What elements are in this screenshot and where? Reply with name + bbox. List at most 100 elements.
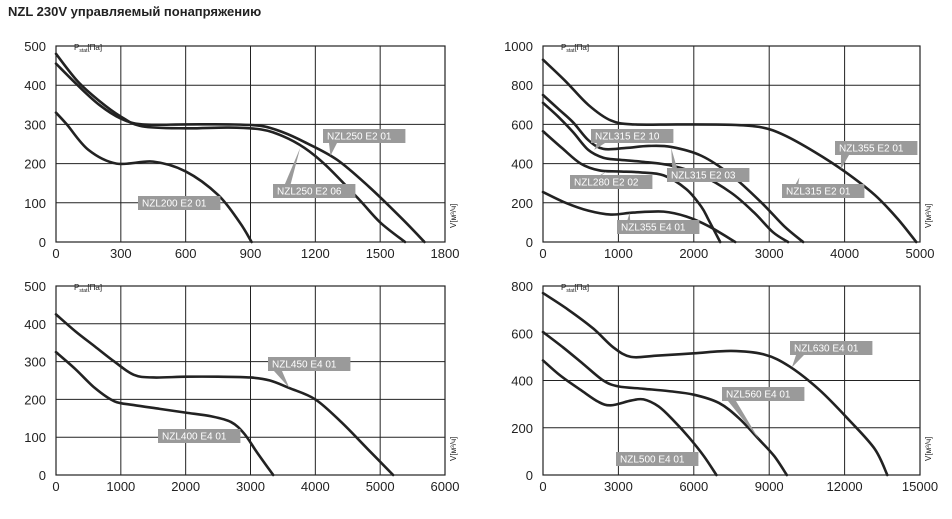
x-tick-label: 5000 [366, 479, 395, 494]
series-label: NZL450 E4 01 [268, 357, 351, 389]
label-box [268, 357, 351, 371]
y-tick-label: 400 [24, 317, 46, 332]
y-axis-label: Pstat[Па] [74, 283, 102, 294]
y-tick-label: 400 [24, 78, 46, 93]
series-label-text: NZL630 E4 01 [794, 344, 859, 355]
series-curve-nzl250-e2-01 [54, 62, 426, 244]
x-tick-label: 3000 [755, 246, 784, 261]
series-label-text: NZL400 E4 01 [162, 432, 227, 443]
x-tick-label: 2000 [679, 246, 708, 261]
y-tick-label: 500 [24, 279, 46, 294]
series-curve-nzl315-e2-10 [541, 101, 790, 244]
label-box [790, 341, 873, 355]
series-label-text: NZL560 E4 01 [726, 390, 791, 401]
series-label: NZL250 E2 01 [323, 129, 406, 156]
label-pointer [274, 371, 290, 389]
y-tick-label: 100 [24, 196, 46, 211]
x-tick-label: 1800 [431, 246, 460, 261]
series-label-text: NZL200 E2 01 [142, 199, 207, 210]
series-label: NZL355 E4 01 [617, 212, 700, 234]
x-axis-label: V[м³/ч] [449, 437, 458, 461]
x-tick-label: 0 [52, 479, 59, 494]
label-box [323, 129, 406, 143]
y-tick-label: 1000 [504, 39, 533, 54]
series-label-text: NZL315 E2 03 [671, 171, 736, 182]
y-tick-label: 200 [511, 196, 533, 211]
series-label: NZL560 E4 01 [722, 387, 805, 440]
series-curve-nzl355-e2-01 [541, 58, 918, 244]
series-label: NZL500 E4 01 [616, 452, 707, 466]
x-tick-label: 1000 [106, 479, 135, 494]
y-tick-label: 200 [24, 157, 46, 172]
series-curve-nzl250-e2-06 [54, 52, 407, 244]
series-curve-nzl315-e2-03 [541, 93, 805, 244]
series-label: NZL250 E2 06 [273, 147, 356, 198]
x-tick-label: 1000 [604, 246, 633, 261]
y-tick-label: 200 [511, 421, 533, 436]
y-tick-label: 0 [526, 468, 533, 483]
x-tick-label: 0 [52, 246, 59, 261]
x-tick-label: 900 [240, 246, 262, 261]
label-pointer [840, 155, 849, 170]
y-axis-label: Pstat[Па] [74, 43, 102, 54]
label-box [667, 168, 750, 182]
chart-2: 0 1000 2000 3000 4000 5000 0 200 400 600 800 1000 Ps… [504, 39, 934, 261]
label-box [138, 196, 221, 210]
page-title: NZL 230V управляемый понапряжению [8, 4, 262, 19]
plot-frame [542, 285, 921, 476]
series-label: NZL400 E4 01 [158, 429, 241, 443]
x-axis-label: V[м³/ч] [924, 204, 933, 228]
series-label: NZL355 E2 01 [835, 141, 918, 170]
series-label-text: NZL355 E4 01 [621, 223, 686, 234]
series-curve-nzl400-e4-01 [54, 350, 275, 477]
x-axis-label: V[м³/ч] [449, 204, 458, 228]
label-box [617, 220, 700, 234]
series-label-text: NZL250 E2 01 [327, 132, 392, 143]
series-curve-nzl355-e4-01 [541, 190, 737, 244]
series-label: NZL315 E2 03 [667, 147, 750, 182]
x-tick-label: 6000 [431, 479, 460, 494]
label-box [570, 175, 653, 189]
x-tick-label: 6000 [679, 479, 708, 494]
series-curve-nzl450-e4-01 [54, 313, 395, 477]
series-label-text: NZL280 E2 02 [574, 178, 639, 189]
x-tick-label: 9000 [755, 479, 784, 494]
y-tick-label: 0 [526, 235, 533, 250]
series-label-text: NZL315 E2 10 [595, 132, 660, 143]
label-box [722, 387, 805, 401]
y-tick-label: 0 [39, 468, 46, 483]
x-tick-label: 0 [539, 246, 546, 261]
plot-frame [55, 285, 446, 476]
x-tick-label: 0 [539, 479, 546, 494]
x-tick-label: 5000 [906, 246, 935, 261]
x-tick-label: 1200 [301, 246, 330, 261]
chart-1: 0 300 600 900 1200 1500 1800 0 100 200 300 400 500 Ps… [24, 39, 459, 261]
label-box [835, 141, 918, 155]
series-label: NZL315 E2 01 [782, 177, 865, 198]
series-label-text: NZL315 E2 01 [786, 187, 851, 198]
x-tick-label: 12000 [827, 479, 863, 494]
y-tick-label: 200 [24, 392, 46, 407]
series-curve-nzl560-e4-01 [541, 330, 789, 477]
y-tick-label: 800 [511, 78, 533, 93]
label-pointer [594, 143, 605, 150]
series-curve-nzl500-e4-01 [541, 359, 718, 477]
x-tick-label: 3000 [604, 479, 633, 494]
x-tick-label: 300 [110, 246, 132, 261]
series-label-text: NZL450 E4 01 [272, 360, 337, 371]
series-label: NZL200 E2 01 [138, 194, 221, 210]
label-box [782, 184, 865, 198]
series-curve-nzl630-e4-01 [541, 291, 889, 477]
label-pointer [791, 355, 804, 368]
label-pointer [279, 147, 301, 198]
y-tick-label: 100 [24, 430, 46, 445]
label-pointer [728, 401, 760, 440]
series-curve-nzl200-e2-01 [54, 111, 253, 244]
x-tick-label: 1500 [366, 246, 395, 261]
series-label-text: NZL250 E2 06 [277, 187, 342, 198]
label-box [616, 452, 699, 466]
series-label: NZL315 E2 10 [591, 129, 674, 150]
y-tick-label: 500 [24, 39, 46, 54]
series-label-text: NZL500 E4 01 [620, 455, 685, 466]
